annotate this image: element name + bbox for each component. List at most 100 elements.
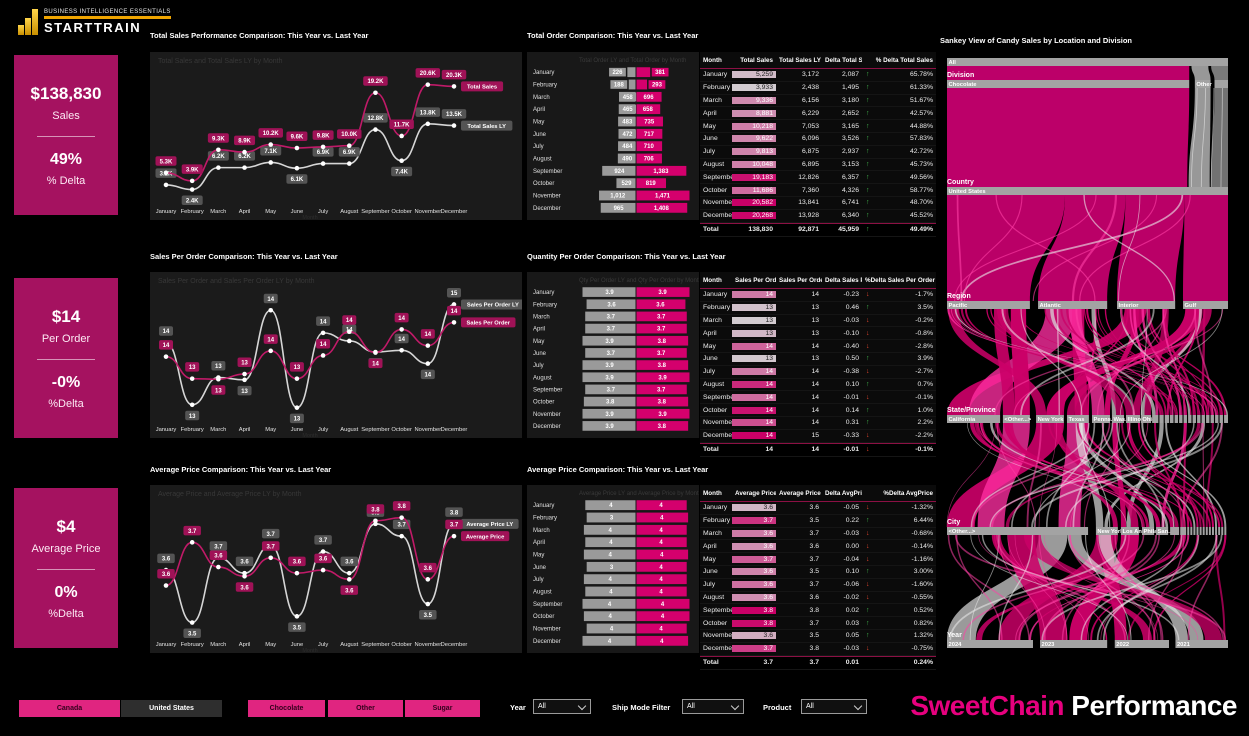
data-point[interactable] bbox=[242, 371, 247, 377]
sankey-node[interactable] bbox=[1202, 527, 1205, 535]
sankey-node[interactable] bbox=[1091, 415, 1110, 423]
sankey-node[interactable] bbox=[1117, 301, 1176, 309]
sankey-node[interactable] bbox=[1170, 527, 1180, 535]
slicer-country-united-states[interactable]: United States bbox=[121, 700, 222, 717]
table-row[interactable]: June 3.6 3.5 0.10 ↑ 3.00% bbox=[700, 566, 936, 579]
sankey-node[interactable] bbox=[1196, 527, 1199, 535]
sankey-node[interactable] bbox=[1215, 527, 1218, 535]
table-row[interactable]: May 3.7 3.7 -0.04 ↓ -1.16% bbox=[700, 553, 936, 566]
data-point[interactable] bbox=[320, 353, 326, 358]
data-point[interactable] bbox=[163, 583, 169, 588]
data-point[interactable] bbox=[294, 145, 300, 151]
data-point[interactable] bbox=[294, 376, 300, 381]
data-point[interactable] bbox=[242, 149, 247, 155]
table-row[interactable]: August 3.6 3.6 -0.02 ↓ -0.55% bbox=[700, 592, 936, 605]
sankey-node[interactable] bbox=[1205, 527, 1208, 535]
sankey-node[interactable] bbox=[1201, 415, 1205, 423]
table-row[interactable]: November 20,582 13,841 6,741 ↑ 48.70% bbox=[700, 197, 936, 210]
sankey-node[interactable] bbox=[1095, 527, 1118, 535]
data-point[interactable] bbox=[216, 165, 221, 170]
sankey-node[interactable] bbox=[1169, 415, 1174, 423]
data-point[interactable] bbox=[216, 564, 221, 570]
data-point[interactable] bbox=[294, 614, 300, 619]
table-row[interactable]: November 3.6 3.5 0.05 ↑ 1.32% bbox=[700, 630, 936, 643]
data-point[interactable] bbox=[373, 350, 378, 355]
data-point[interactable] bbox=[216, 376, 221, 382]
sankey-node[interactable] bbox=[1206, 415, 1210, 423]
sankey-node[interactable] bbox=[1214, 80, 1228, 88]
sankey-node[interactable] bbox=[1193, 527, 1196, 535]
sankey-node[interactable] bbox=[1174, 415, 1178, 423]
table-row[interactable]: July 9,813 6,875 2,937 ↑ 42.72% bbox=[700, 146, 936, 159]
data-point[interactable] bbox=[294, 570, 300, 576]
bar-last-year[interactable] bbox=[627, 67, 636, 78]
data-point[interactable] bbox=[451, 533, 457, 539]
sankey-node[interactable] bbox=[1183, 301, 1228, 309]
table-row[interactable]: September1414-0.01↓-0.1% bbox=[700, 391, 936, 405]
sankey-node[interactable] bbox=[1218, 527, 1221, 535]
table-row[interactable]: January 5,259 3,172 2,087 ↑ 65.78% bbox=[700, 69, 936, 82]
table-total-sales[interactable]: Month Total Sales Total Sales LY Delta Tota… bbox=[700, 52, 936, 238]
sankey-node[interactable] bbox=[1210, 415, 1214, 423]
sankey-node[interactable] bbox=[1120, 527, 1139, 535]
data-point[interactable] bbox=[425, 121, 431, 127]
data-point[interactable] bbox=[451, 320, 457, 325]
table-row[interactable]: April 8,881 6,229 2,652 ↑ 42.57% bbox=[700, 107, 936, 121]
table-row[interactable]: May 10,218 7,053 3,165 ↑ 44.88% bbox=[700, 120, 936, 133]
data-point[interactable] bbox=[189, 376, 195, 381]
sankey-node[interactable] bbox=[947, 80, 1190, 88]
data-point[interactable] bbox=[320, 144, 326, 150]
sankey-node[interactable] bbox=[1175, 640, 1228, 648]
table-row[interactable]: January 3.6 3.6 -0.05 ↓ -1.32% bbox=[700, 502, 936, 515]
sankey-node[interactable] bbox=[1114, 640, 1169, 648]
sankey-node[interactable] bbox=[1111, 415, 1125, 423]
sankey-node[interactable] bbox=[1224, 527, 1227, 535]
data-point[interactable] bbox=[399, 327, 404, 332]
sankey-node[interactable] bbox=[1038, 301, 1108, 309]
table-row[interactable]: February 3.7 3.5 0.22 ↑ 6.44% bbox=[700, 515, 936, 528]
sankey-node[interactable] bbox=[1199, 527, 1202, 535]
tornado-chart-quantity-per-order[interactable]: Qty Per Order LY and Qty Per Order by Mo… bbox=[527, 272, 699, 438]
sankey-node[interactable] bbox=[1194, 80, 1211, 88]
table-row[interactable]: April 13 13 -0.10 ↓ -0.8% bbox=[700, 327, 936, 341]
table-row[interactable]: June 9,622 6,096 3,526 ↑ 57.83% bbox=[700, 133, 936, 146]
table-row[interactable]: February 13 13 0.46 ↑ 3.5% bbox=[700, 302, 936, 315]
data-point[interactable] bbox=[268, 555, 274, 561]
data-point[interactable] bbox=[189, 540, 195, 545]
data-point[interactable] bbox=[268, 307, 274, 313]
sankey-node[interactable] bbox=[1002, 415, 1030, 423]
data-point[interactable] bbox=[425, 343, 431, 348]
data-point[interactable] bbox=[346, 143, 352, 149]
sankey-node[interactable] bbox=[1140, 415, 1152, 423]
table-row[interactable]: August 10,048 6,895 3,153 ↑ 45.73% bbox=[700, 159, 936, 172]
sankey-node[interactable] bbox=[1183, 415, 1187, 423]
sankey-node[interactable] bbox=[1215, 415, 1219, 423]
data-point[interactable] bbox=[242, 377, 247, 383]
data-point[interactable] bbox=[399, 158, 404, 164]
sankey-node[interactable] bbox=[1188, 415, 1192, 423]
table-total-row[interactable]: Total 138,830 92,871 45,959 ↑ 49.49% bbox=[700, 222, 936, 238]
sankey-node[interactable] bbox=[947, 527, 1089, 535]
line-chart-average-price[interactable]: Average Price and Average Price LY by Mo… bbox=[150, 485, 522, 653]
data-point[interactable] bbox=[399, 515, 404, 520]
sankey-node[interactable] bbox=[1221, 527, 1224, 535]
data-point[interactable] bbox=[346, 161, 352, 166]
ship-mode-dropdown[interactable]: All bbox=[682, 699, 744, 714]
table-row[interactable]: December 3.7 3.8 -0.03 ↓ -0.75% bbox=[700, 643, 936, 656]
sankey-node[interactable] bbox=[1142, 527, 1155, 535]
data-point[interactable] bbox=[451, 123, 457, 128]
table-total-row[interactable]: Total 3.7 3.7 0.01 0.24% bbox=[700, 655, 936, 671]
data-point[interactable] bbox=[163, 354, 169, 359]
sankey-node[interactable] bbox=[1180, 527, 1187, 535]
table-total-row[interactable]: Total 14 14 -0.01 ↓ -0.1% bbox=[700, 442, 936, 458]
sankey-node[interactable] bbox=[947, 58, 1228, 66]
bar-this-year[interactable] bbox=[636, 67, 651, 78]
sankey-node[interactable] bbox=[947, 187, 1228, 195]
sankey-node[interactable] bbox=[1036, 415, 1064, 423]
data-point[interactable] bbox=[346, 329, 352, 335]
table-row[interactable]: December 20,268 13,928 6,340 ↑ 45.52% bbox=[700, 210, 936, 223]
